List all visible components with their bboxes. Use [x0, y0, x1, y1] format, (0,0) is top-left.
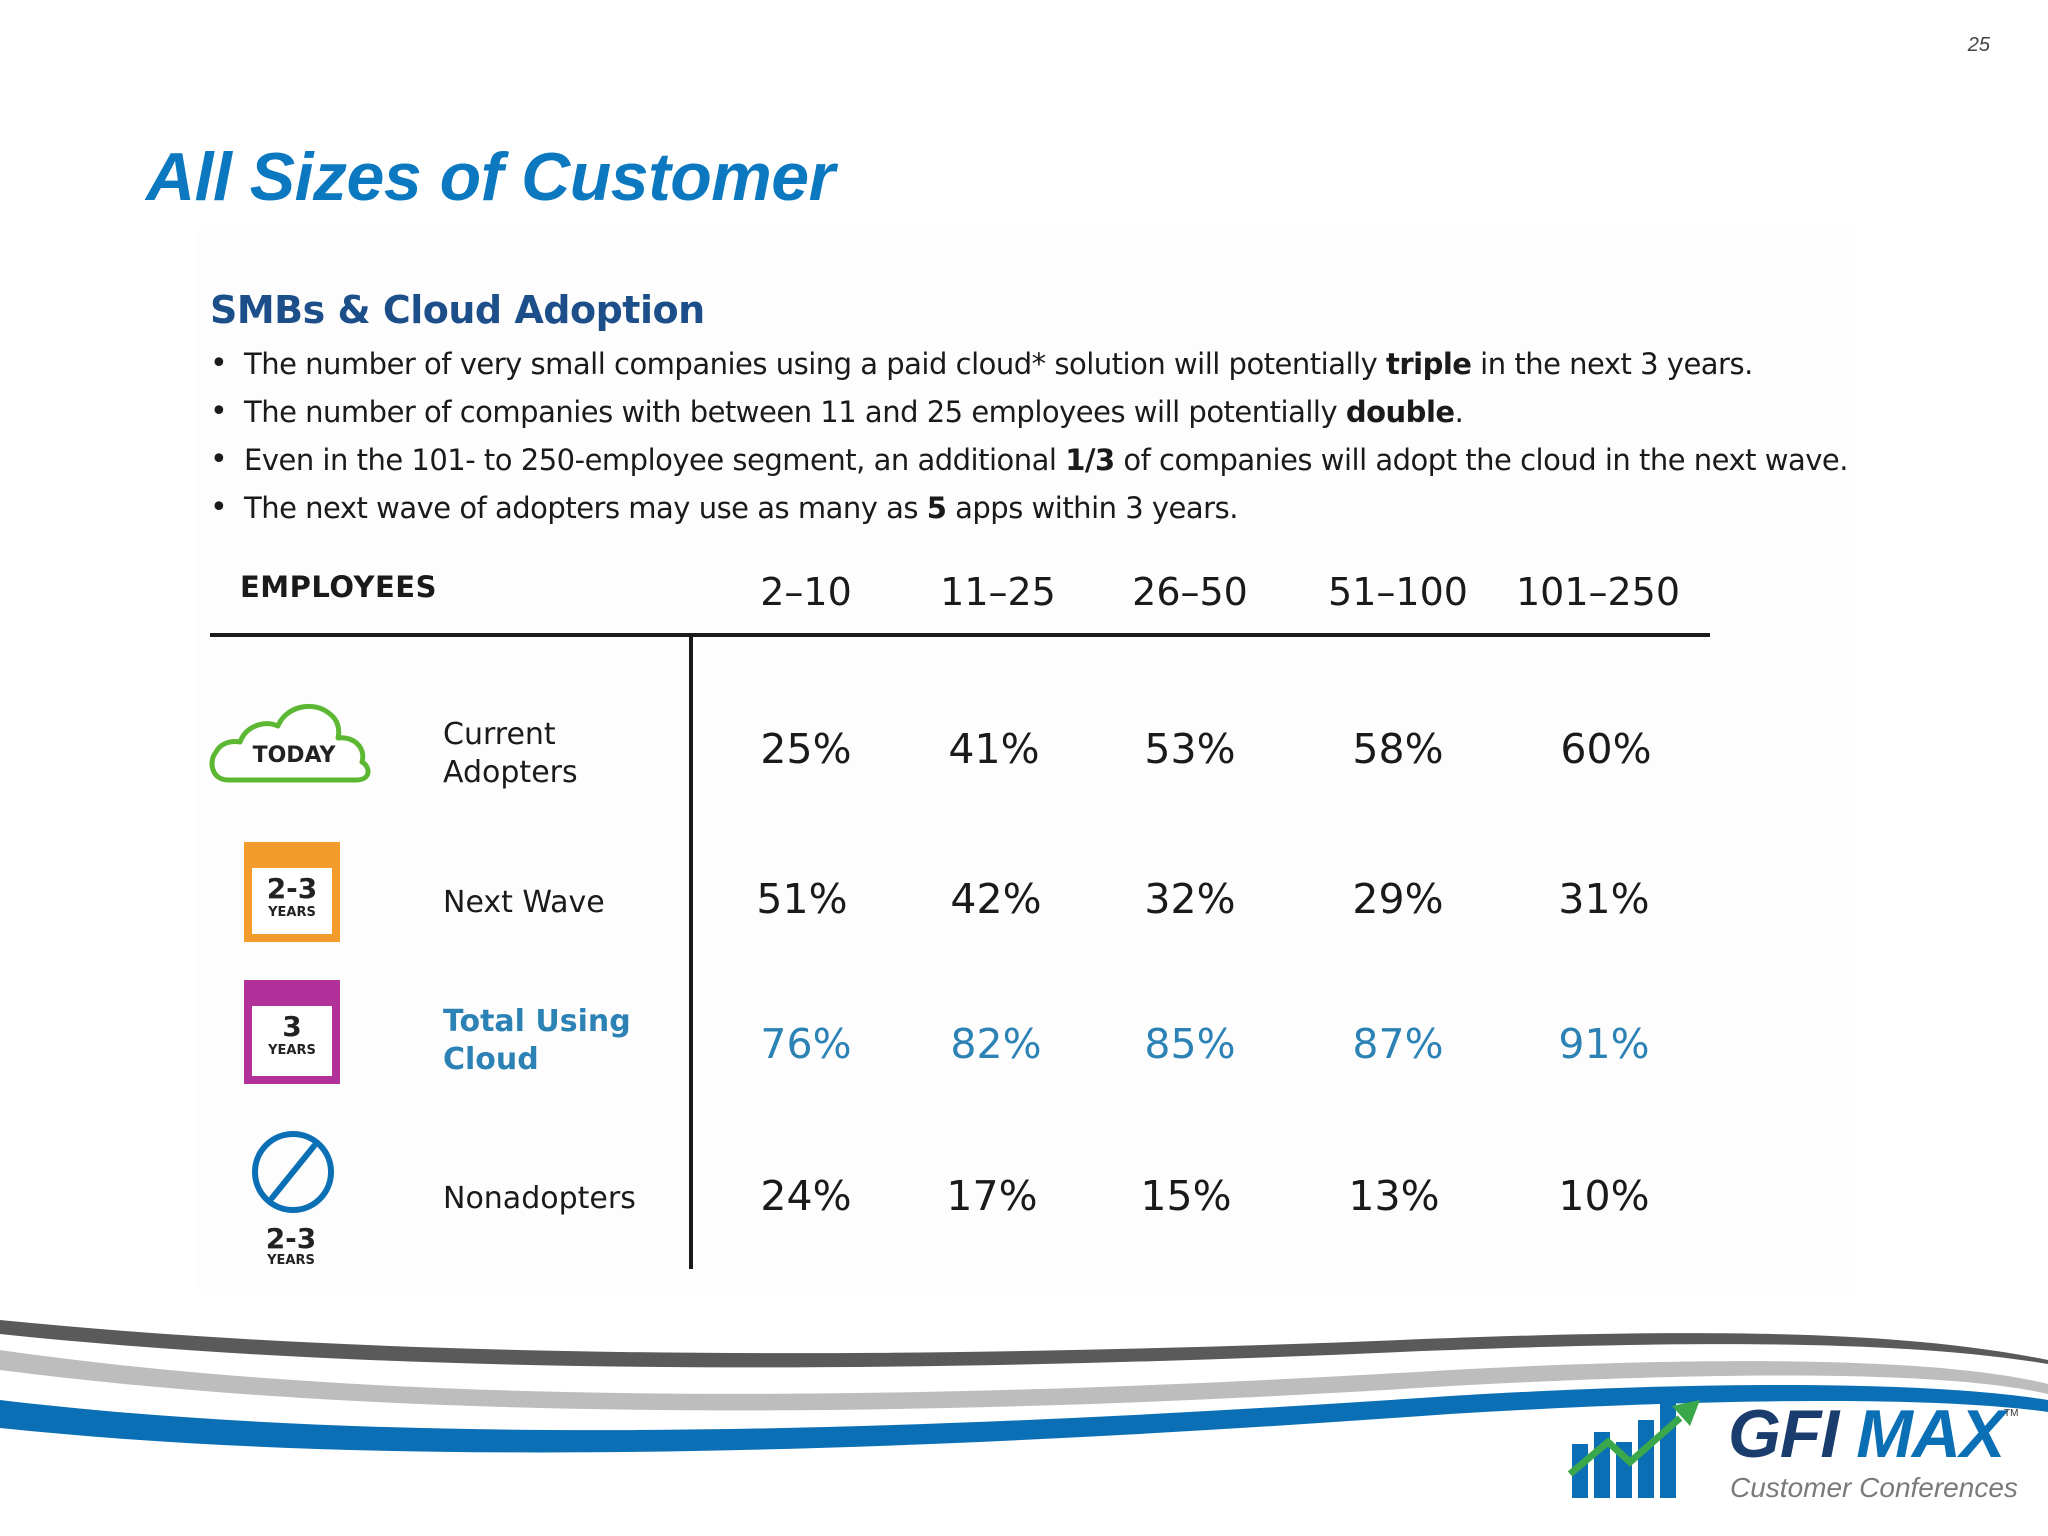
- calendar-icon: 3 YEARS: [244, 980, 340, 1084]
- no-entry-icon: [252, 1131, 334, 1213]
- bullet-item: Even in the 101- to 250-employee segment…: [210, 436, 1848, 484]
- table-cell: 85%: [1144, 1020, 1236, 1068]
- cloud-icon: TODAY: [209, 703, 371, 783]
- table-cell: 15%: [1140, 1172, 1232, 1220]
- bullet-item: The next wave of adopters may use as man…: [210, 484, 1848, 532]
- bullet-list: The number of very small companies using…: [210, 340, 1848, 532]
- table-cell: 58%: [1352, 725, 1444, 773]
- logo-wordmark: GFI MAX: [1728, 1396, 2005, 1472]
- table-cell: 53%: [1144, 725, 1236, 773]
- table-column-rule: [689, 637, 693, 1269]
- row-label: Nonadopters: [443, 1181, 636, 1216]
- table-cell: 82%: [950, 1020, 1042, 1068]
- table-cell: 31%: [1558, 875, 1650, 923]
- table-cell: 51%: [756, 875, 848, 923]
- table-cell: 76%: [760, 1020, 852, 1068]
- table-header-rule: [210, 633, 1710, 637]
- gfi-max-logo-icon: [1567, 1398, 1700, 1498]
- table-cell: 42%: [950, 875, 1042, 923]
- table-cell: 29%: [1352, 875, 1444, 923]
- bullet-item: The number of companies with between 11 …: [210, 388, 1848, 436]
- cloud-icon-label: TODAY: [253, 743, 337, 768]
- page-number: 25: [1967, 34, 1990, 56]
- table-cell: 32%: [1144, 875, 1236, 923]
- table-header-label: EMPLOYEES: [240, 570, 437, 604]
- table-cell: 17%: [946, 1172, 1038, 1220]
- nonadopters-icon-label: 2-3 YEARS: [265, 1222, 317, 1268]
- calendar-icon: 2-3 YEARS: [244, 842, 340, 942]
- trademark-mark: TM: [2004, 1408, 2019, 1419]
- bullet-item: The number of very small companies using…: [210, 340, 1848, 388]
- table-cell: 91%: [1558, 1020, 1650, 1068]
- slide-title: All Sizes of Customer: [146, 139, 835, 215]
- row-label: Next Wave: [443, 885, 605, 920]
- table-cell: 13%: [1348, 1172, 1440, 1220]
- table-cell: 60%: [1560, 725, 1652, 773]
- section-heading: SMBs & Cloud Adoption: [210, 288, 705, 332]
- table-cell: 10%: [1558, 1172, 1650, 1220]
- logo-subtitle: Customer Conferences: [1730, 1472, 2018, 1503]
- table-cell: 25%: [760, 725, 852, 773]
- row-label: Current Adopters: [443, 717, 578, 790]
- column-header: 26–50: [1132, 570, 1248, 614]
- column-header: 2–10: [760, 570, 852, 614]
- column-header: 11–25: [940, 570, 1056, 614]
- table-cell: 24%: [760, 1172, 852, 1220]
- table-cell: 87%: [1352, 1020, 1444, 1068]
- footer-swoosh: [0, 1320, 2048, 1453]
- table-cell: 41%: [948, 725, 1040, 773]
- column-header: 101–250: [1515, 570, 1681, 614]
- row-label: Total Using Cloud: [443, 1004, 631, 1077]
- column-header: 51–100: [1328, 570, 1468, 614]
